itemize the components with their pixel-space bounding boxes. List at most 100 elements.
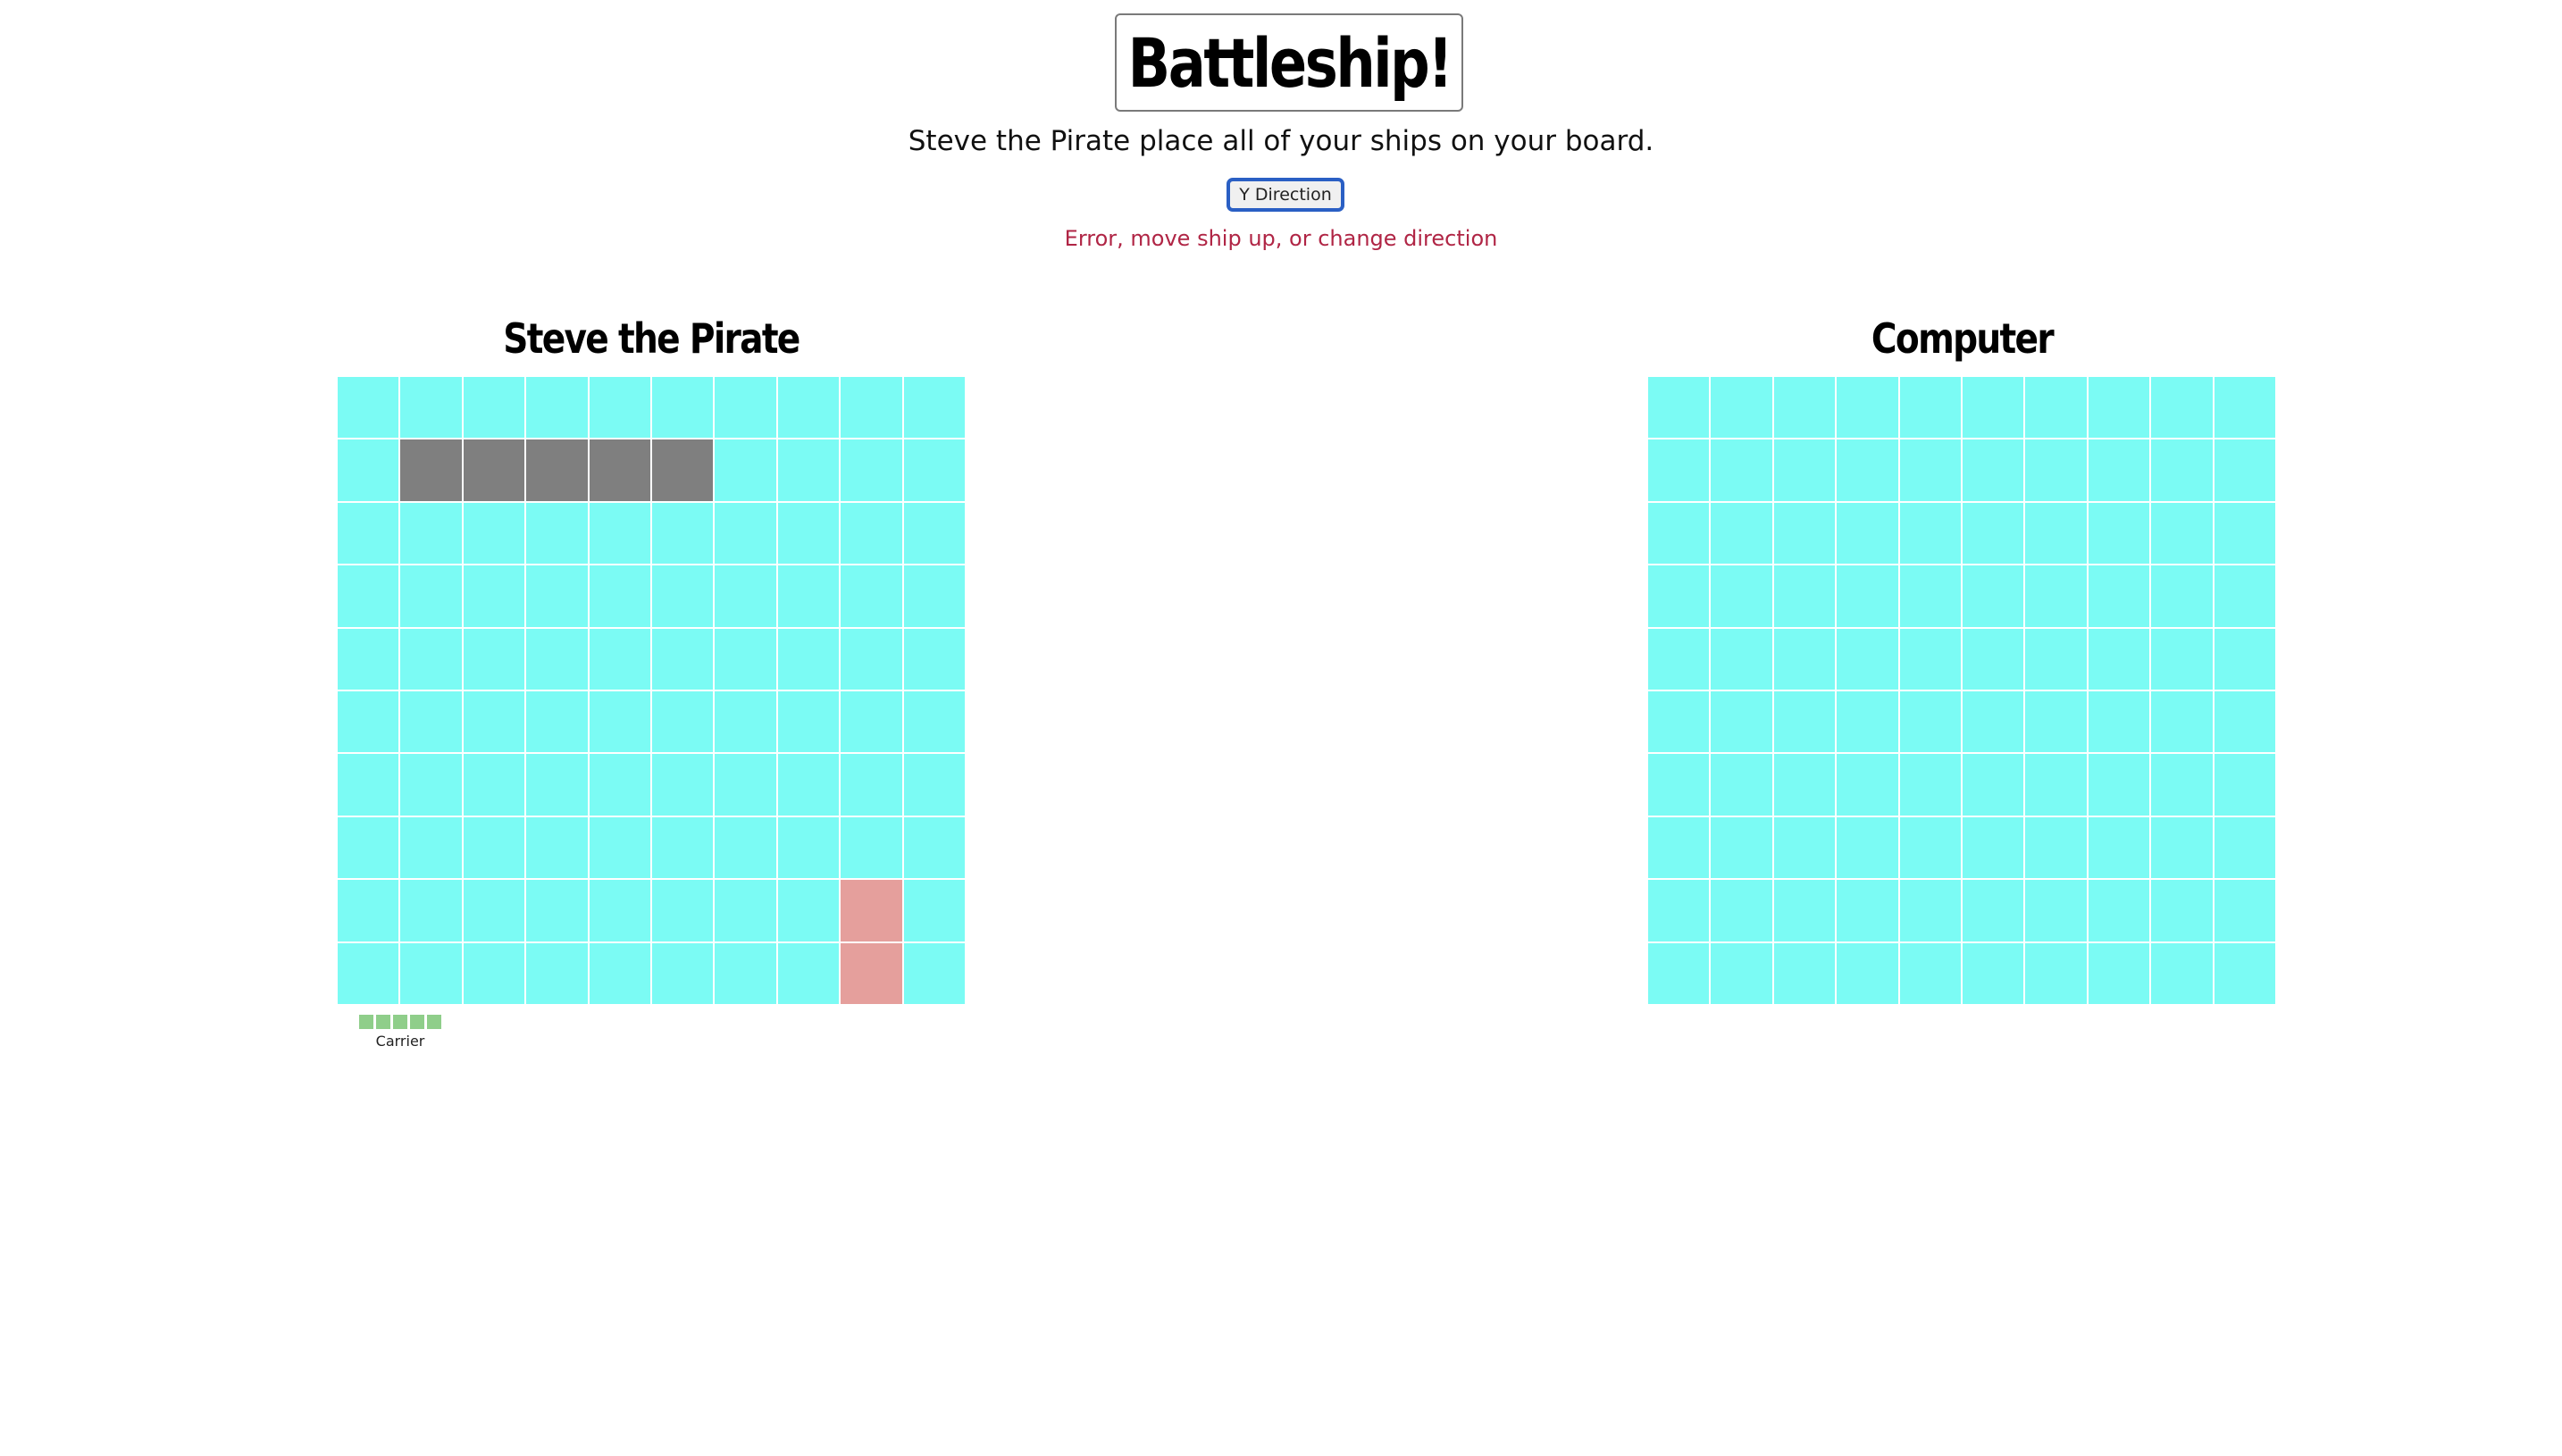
player-cell-water[interactable] <box>588 690 651 754</box>
player-cell-water[interactable] <box>840 690 903 754</box>
player-cell-water[interactable] <box>651 627 715 690</box>
player-cell-water[interactable] <box>525 627 589 690</box>
computer-cell-water[interactable] <box>1647 879 1711 942</box>
player-cell-water[interactable] <box>337 879 400 942</box>
player-cell-water[interactable] <box>902 627 966 690</box>
player-cell-water[interactable] <box>399 376 463 439</box>
computer-cell-water[interactable] <box>1836 690 1899 754</box>
player-cell-water[interactable] <box>840 816 903 880</box>
computer-cell-water[interactable] <box>1898 376 1962 439</box>
player-cell-water[interactable] <box>651 879 715 942</box>
computer-cell-water[interactable] <box>1898 879 1962 942</box>
player-cell-water[interactable] <box>337 816 400 880</box>
computer-cell-water[interactable] <box>2087 690 2151 754</box>
player-cell-water[interactable] <box>462 501 526 565</box>
player-cell-water[interactable] <box>588 376 651 439</box>
computer-cell-water[interactable] <box>2213 501 2276 565</box>
computer-cell-water[interactable] <box>1772 376 1837 439</box>
player-cell-water[interactable] <box>776 941 841 1005</box>
computer-cell-water[interactable] <box>1898 941 1962 1005</box>
computer-cell-water[interactable] <box>2087 753 2151 816</box>
player-cell-water[interactable] <box>714 501 777 565</box>
computer-cell-water[interactable] <box>1898 816 1962 880</box>
player-cell-water[interactable] <box>651 941 715 1005</box>
computer-cell-water[interactable] <box>1710 816 1773 880</box>
computer-cell-water[interactable] <box>2024 627 2088 690</box>
player-cell-water[interactable] <box>462 753 526 816</box>
player-cell-water[interactable] <box>714 941 777 1005</box>
player-cell-water[interactable] <box>714 816 777 880</box>
player-cell-water[interactable] <box>776 753 841 816</box>
player-cell-water[interactable] <box>462 627 526 690</box>
computer-cell-water[interactable] <box>2213 753 2276 816</box>
player-cell-water[interactable] <box>337 627 400 690</box>
player-cell-water[interactable] <box>840 565 903 628</box>
player-cell-ship[interactable] <box>588 439 651 502</box>
computer-cell-water[interactable] <box>2213 565 2276 628</box>
computer-cell-water[interactable] <box>2024 941 2088 1005</box>
player-cell-water[interactable] <box>462 941 526 1005</box>
player-cell-water[interactable] <box>651 753 715 816</box>
computer-cell-water[interactable] <box>2150 439 2214 502</box>
player-cell-water[interactable] <box>525 753 589 816</box>
computer-cell-water[interactable] <box>1647 690 1711 754</box>
computer-cell-water[interactable] <box>1898 627 1962 690</box>
player-cell-water[interactable] <box>776 879 841 942</box>
computer-cell-water[interactable] <box>1710 690 1773 754</box>
player-cell-water[interactable] <box>776 439 841 502</box>
player-cell-water[interactable] <box>902 690 966 754</box>
player-cell-water[interactable] <box>337 376 400 439</box>
computer-cell-water[interactable] <box>1962 753 2025 816</box>
computer-cell-water[interactable] <box>1898 753 1962 816</box>
computer-cell-water[interactable] <box>1836 565 1899 628</box>
computer-cell-water[interactable] <box>1772 941 1837 1005</box>
computer-cell-water[interactable] <box>1772 753 1837 816</box>
computer-cell-water[interactable] <box>2024 690 2088 754</box>
computer-cell-water[interactable] <box>1772 627 1837 690</box>
direction-toggle-button[interactable]: Y Direction <box>1227 178 1344 212</box>
computer-cell-water[interactable] <box>1962 816 2025 880</box>
computer-cell-water[interactable] <box>1647 753 1711 816</box>
computer-cell-water[interactable] <box>2087 627 2151 690</box>
player-cell-water[interactable] <box>462 879 526 942</box>
player-cell-invalid[interactable] <box>840 941 903 1005</box>
player-cell-water[interactable] <box>337 941 400 1005</box>
computer-cell-water[interactable] <box>2087 376 2151 439</box>
computer-cell-water[interactable] <box>1898 501 1962 565</box>
computer-cell-water[interactable] <box>1647 501 1711 565</box>
player-cell-water[interactable] <box>337 690 400 754</box>
carrier-ship[interactable] <box>359 1015 441 1029</box>
computer-cell-water[interactable] <box>2213 941 2276 1005</box>
player-cell-water[interactable] <box>462 816 526 880</box>
computer-cell-water[interactable] <box>2087 816 2151 880</box>
player-cell-water[interactable] <box>588 565 651 628</box>
player-cell-water[interactable] <box>525 501 589 565</box>
player-cell-water[interactable] <box>902 501 966 565</box>
computer-cell-water[interactable] <box>1647 627 1711 690</box>
player-cell-water[interactable] <box>399 753 463 816</box>
computer-cell-water[interactable] <box>2213 627 2276 690</box>
computer-cell-water[interactable] <box>2213 690 2276 754</box>
player-cell-water[interactable] <box>714 690 777 754</box>
computer-cell-water[interactable] <box>1898 565 1962 628</box>
player-cell-water[interactable] <box>525 565 589 628</box>
player-cell-water[interactable] <box>776 627 841 690</box>
player-cell-water[interactable] <box>840 501 903 565</box>
player-cell-water[interactable] <box>714 879 777 942</box>
computer-cell-water[interactable] <box>1710 627 1773 690</box>
computer-cell-water[interactable] <box>2087 879 2151 942</box>
computer-cell-water[interactable] <box>2150 941 2214 1005</box>
player-cell-water[interactable] <box>776 690 841 754</box>
player-cell-water[interactable] <box>588 501 651 565</box>
player-cell-water[interactable] <box>462 376 526 439</box>
computer-cell-water[interactable] <box>1647 439 1711 502</box>
player-cell-water[interactable] <box>902 816 966 880</box>
player-cell-water[interactable] <box>651 501 715 565</box>
computer-cell-water[interactable] <box>2213 376 2276 439</box>
player-cell-water[interactable] <box>462 565 526 628</box>
player-cell-water[interactable] <box>651 376 715 439</box>
player-cell-water[interactable] <box>776 565 841 628</box>
computer-cell-water[interactable] <box>2087 439 2151 502</box>
computer-cell-water[interactable] <box>2150 690 2214 754</box>
computer-cell-water[interactable] <box>2024 501 2088 565</box>
